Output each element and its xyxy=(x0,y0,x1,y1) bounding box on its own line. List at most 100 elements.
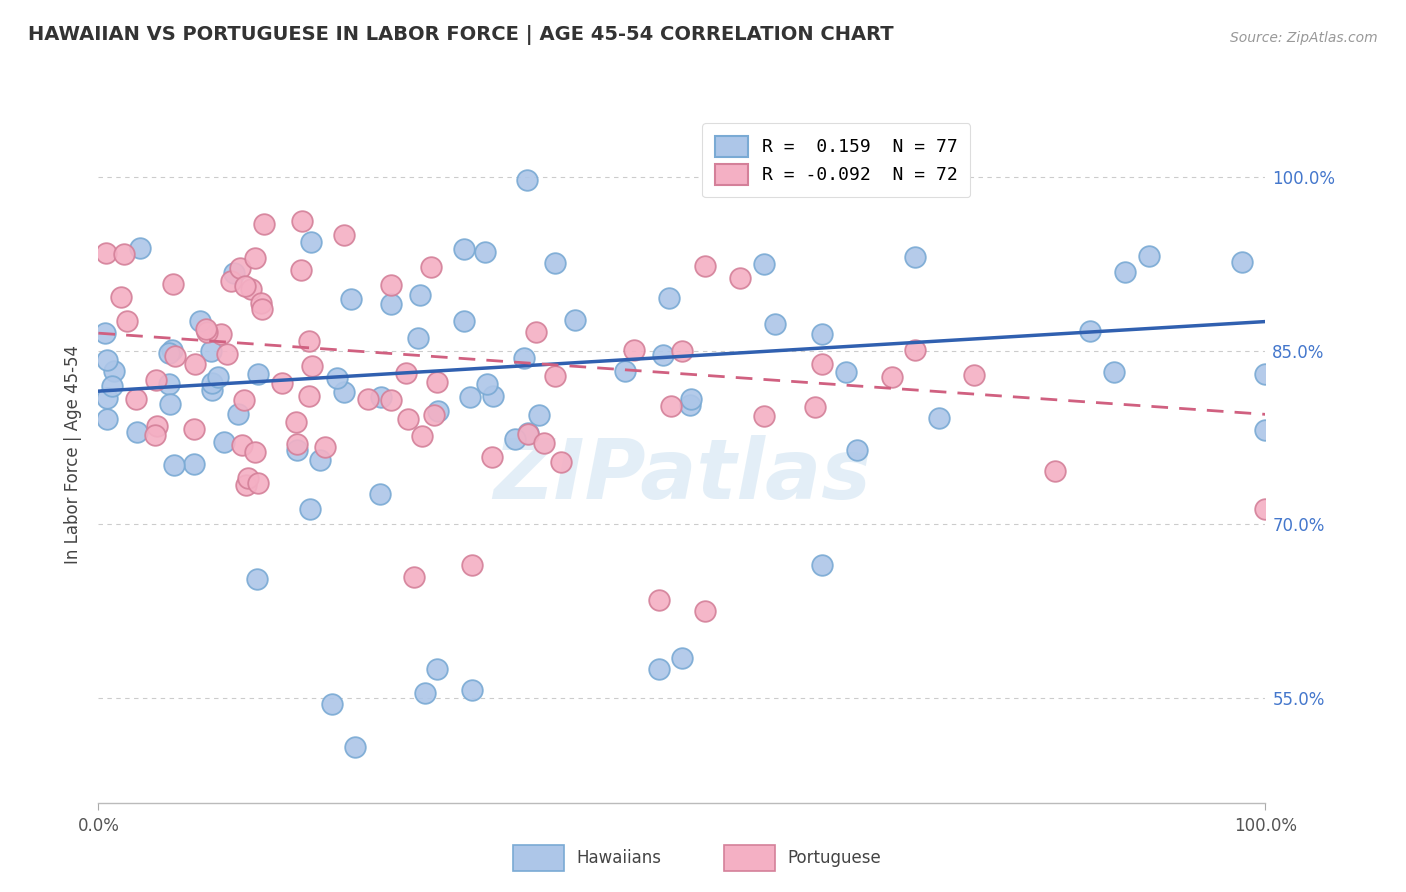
Point xyxy=(215,347,238,361)
Point xyxy=(93,326,115,340)
Bar xyxy=(513,845,564,871)
Point xyxy=(730,271,752,285)
Point xyxy=(145,373,167,387)
Point xyxy=(614,364,637,378)
Y-axis label: In Labor Force | Age 45-54: In Labor Force | Age 45-54 xyxy=(65,345,83,565)
Point xyxy=(201,383,224,397)
Point xyxy=(395,367,418,381)
Point xyxy=(235,478,257,492)
Point xyxy=(408,331,430,345)
Point xyxy=(224,266,246,280)
Point xyxy=(904,343,927,357)
Point xyxy=(880,370,903,384)
Point xyxy=(474,245,496,260)
Point xyxy=(162,277,184,291)
Point xyxy=(233,278,256,293)
Point xyxy=(344,740,367,755)
Point xyxy=(163,458,186,472)
Point xyxy=(380,278,402,293)
Point xyxy=(533,436,555,450)
Bar xyxy=(724,845,775,871)
Point xyxy=(647,592,669,607)
Point xyxy=(419,260,441,275)
Point xyxy=(299,501,322,516)
Point xyxy=(1114,265,1136,279)
Point xyxy=(658,291,681,305)
Point xyxy=(481,389,503,403)
Point xyxy=(453,242,475,256)
Point xyxy=(544,368,567,383)
Point xyxy=(96,391,118,405)
Point xyxy=(679,398,702,412)
Point xyxy=(411,429,433,443)
Point xyxy=(426,663,449,677)
Point xyxy=(834,365,856,379)
Point xyxy=(209,327,232,342)
Point xyxy=(962,368,984,382)
Point xyxy=(1137,249,1160,263)
Point xyxy=(1254,367,1277,381)
Point xyxy=(458,390,481,404)
Text: Hawaiians: Hawaiians xyxy=(576,849,661,867)
Point xyxy=(426,404,449,418)
Point xyxy=(290,263,312,277)
Point xyxy=(201,376,224,390)
Point xyxy=(285,415,308,429)
Point xyxy=(1230,255,1253,269)
Point xyxy=(1102,366,1125,380)
Point xyxy=(96,352,118,367)
Point xyxy=(245,444,267,458)
Point xyxy=(125,425,148,439)
Point xyxy=(1254,423,1277,437)
Point xyxy=(96,245,118,260)
Point xyxy=(117,314,139,328)
Point xyxy=(145,428,167,442)
Point xyxy=(671,651,693,665)
Point xyxy=(314,440,336,454)
Point xyxy=(475,377,498,392)
Point xyxy=(544,256,567,270)
Legend: R =  0.159  N = 77, R = -0.092  N = 72: R = 0.159 N = 77, R = -0.092 N = 72 xyxy=(703,123,970,197)
Point xyxy=(752,257,775,271)
Point xyxy=(904,250,927,264)
Point xyxy=(129,241,152,255)
Point xyxy=(380,392,402,407)
Point xyxy=(409,288,432,302)
Point xyxy=(100,379,122,393)
Point xyxy=(453,314,475,328)
Point xyxy=(426,375,449,389)
Point xyxy=(370,390,392,404)
Point xyxy=(299,235,322,249)
Point xyxy=(250,301,273,316)
Point xyxy=(125,392,148,406)
Point xyxy=(804,400,827,414)
Point xyxy=(513,351,536,365)
Point xyxy=(332,384,354,399)
Point xyxy=(396,412,419,426)
Text: HAWAIIAN VS PORTUGUESE IN LABOR FORCE | AGE 45-54 CORRELATION CHART: HAWAIIAN VS PORTUGUESE IN LABOR FORCE | … xyxy=(28,25,894,45)
Point xyxy=(195,325,218,339)
Point xyxy=(212,434,235,449)
Point xyxy=(188,314,211,328)
Point xyxy=(246,476,269,491)
Point xyxy=(110,290,132,304)
Point xyxy=(516,427,538,442)
Point xyxy=(681,392,703,407)
Point xyxy=(846,442,869,457)
Point xyxy=(231,438,253,452)
Point xyxy=(652,348,675,362)
Point xyxy=(461,558,484,573)
Point xyxy=(291,214,314,228)
Point xyxy=(159,397,181,411)
Point xyxy=(326,371,349,385)
Point xyxy=(163,349,186,363)
Point xyxy=(661,399,683,413)
Point xyxy=(157,346,180,360)
Point xyxy=(647,663,669,677)
Point xyxy=(195,322,218,336)
Text: ZIPatlas: ZIPatlas xyxy=(494,435,870,516)
Point xyxy=(245,252,267,266)
Point xyxy=(298,389,321,403)
Point xyxy=(1045,464,1067,478)
Point xyxy=(529,409,551,423)
